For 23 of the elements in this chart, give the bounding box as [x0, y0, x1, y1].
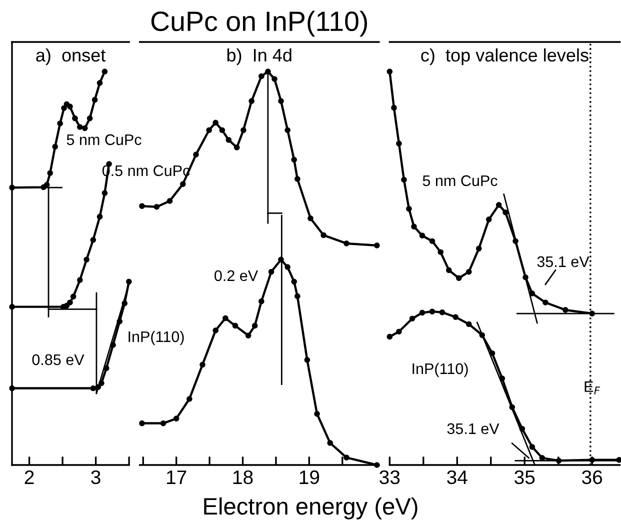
annotation: E$_{F}$ [584, 381, 600, 394]
x-tick-label: 3 [91, 470, 100, 484]
x-tick-label: 17 [167, 470, 186, 484]
annotation: 5 nm CuPc [422, 175, 498, 186]
chart-subtitle: b) In 4d [227, 48, 292, 66]
chart-subtitle: a) onset [36, 48, 106, 66]
annotation: InP(110) [128, 330, 184, 346]
x-axis-title: Electron energy (eV) [204, 497, 418, 520]
annotation: 35.1 eV [537, 256, 590, 268]
annotation: 0.85 eV [32, 354, 84, 366]
x-tick-label: 36 [582, 470, 602, 484]
x-tick-label: 18 [233, 470, 253, 484]
x-tick-label: 19 [300, 470, 320, 484]
x-tick-label: 34 [447, 470, 468, 484]
annotation: 35.1 eV [447, 423, 500, 434]
annotation: 5 nm CuPc [66, 134, 142, 146]
annotation: InP(110) [412, 362, 468, 378]
chart-title: CuPc on InP(110) [151, 10, 368, 37]
x-tick-label: 33 [380, 470, 400, 484]
annotation: 0.2 eV [214, 270, 258, 282]
x-tick-label: 2 [24, 470, 34, 484]
x-tick-label: 35 [514, 470, 535, 484]
chart-subtitle: c) top valence levels [421, 48, 588, 66]
